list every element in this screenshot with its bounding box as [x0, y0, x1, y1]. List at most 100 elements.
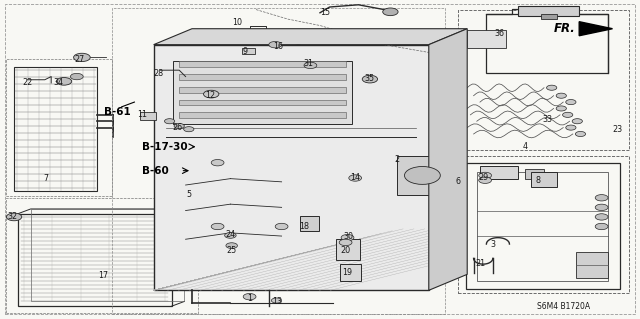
Text: 31: 31: [303, 59, 314, 68]
Circle shape: [174, 123, 184, 129]
Text: B-61: B-61: [104, 107, 131, 117]
Text: FR.: FR.: [554, 22, 576, 35]
Circle shape: [74, 53, 90, 62]
Circle shape: [211, 160, 224, 166]
Circle shape: [595, 204, 608, 211]
Circle shape: [572, 119, 582, 124]
Bar: [242, 48, 255, 54]
Bar: [140, 112, 156, 120]
Circle shape: [269, 41, 282, 48]
Circle shape: [304, 62, 317, 69]
Circle shape: [211, 223, 224, 230]
Text: 2: 2: [394, 155, 399, 164]
Circle shape: [56, 78, 72, 85]
Bar: [179, 100, 346, 105]
Circle shape: [339, 239, 352, 246]
Circle shape: [243, 293, 256, 300]
Bar: [466, 163, 620, 289]
Circle shape: [362, 75, 378, 83]
Text: 6: 6: [455, 177, 460, 186]
Circle shape: [383, 8, 398, 16]
Bar: [179, 87, 346, 93]
Bar: [467, 30, 506, 48]
Text: 26: 26: [173, 123, 183, 132]
Text: 3: 3: [490, 240, 495, 249]
Circle shape: [226, 243, 237, 249]
Text: 10: 10: [232, 18, 242, 27]
Bar: [576, 252, 608, 278]
Text: 33: 33: [542, 115, 552, 124]
Text: 24: 24: [225, 230, 236, 239]
Circle shape: [479, 177, 492, 183]
Text: 9: 9: [243, 47, 248, 56]
Circle shape: [556, 106, 566, 111]
Circle shape: [595, 195, 608, 201]
Text: 34: 34: [54, 78, 64, 87]
Polygon shape: [154, 29, 467, 45]
Circle shape: [204, 90, 219, 98]
Circle shape: [275, 223, 288, 230]
Circle shape: [6, 213, 22, 221]
Text: 7: 7: [44, 174, 49, 183]
Bar: [112, 8, 445, 314]
Bar: [340, 264, 361, 281]
Bar: [18, 214, 172, 306]
Bar: [518, 6, 579, 16]
Bar: [14, 67, 97, 191]
Circle shape: [566, 100, 576, 105]
Text: 16: 16: [273, 42, 284, 51]
Bar: [154, 45, 429, 290]
Text: 32: 32: [8, 212, 18, 221]
Text: B-60: B-60: [142, 166, 169, 176]
Text: 20: 20: [340, 246, 351, 255]
Text: 28: 28: [153, 69, 163, 78]
Bar: [531, 172, 557, 187]
Bar: [6, 198, 198, 313]
Bar: [336, 239, 360, 260]
Bar: [486, 14, 608, 73]
Circle shape: [271, 298, 282, 303]
Circle shape: [70, 73, 83, 80]
Bar: [31, 209, 184, 301]
Text: 29: 29: [478, 173, 488, 182]
Polygon shape: [429, 29, 467, 290]
Text: S6M4 B1720A: S6M4 B1720A: [536, 302, 590, 311]
Circle shape: [225, 233, 236, 238]
Bar: [397, 156, 448, 195]
Circle shape: [595, 223, 608, 230]
Circle shape: [184, 127, 194, 132]
Bar: [173, 61, 352, 124]
Text: 30: 30: [344, 232, 354, 241]
Text: 35: 35: [365, 74, 375, 83]
Circle shape: [575, 131, 586, 137]
Text: 18: 18: [300, 222, 310, 231]
Text: 4: 4: [522, 142, 527, 151]
Text: 25: 25: [227, 246, 237, 255]
Bar: [179, 112, 346, 118]
Bar: [480, 166, 518, 179]
Polygon shape: [579, 22, 612, 36]
Bar: [525, 169, 544, 179]
Circle shape: [349, 175, 362, 181]
Bar: [300, 216, 319, 231]
Circle shape: [595, 214, 608, 220]
Bar: [179, 61, 346, 67]
Text: 5: 5: [186, 190, 191, 199]
Text: B-17-30: B-17-30: [142, 142, 188, 152]
Text: 12: 12: [205, 91, 215, 100]
Bar: [448, 172, 464, 183]
Circle shape: [563, 112, 573, 117]
Text: 19: 19: [342, 268, 352, 277]
Text: 36: 36: [494, 29, 504, 38]
Text: 14: 14: [350, 173, 360, 182]
Circle shape: [547, 85, 557, 90]
Bar: [477, 172, 608, 281]
Circle shape: [341, 234, 354, 241]
Text: 22: 22: [22, 78, 33, 87]
Text: 11: 11: [137, 110, 147, 119]
Text: 8: 8: [535, 176, 540, 185]
Text: 21: 21: [475, 259, 485, 268]
Text: 1: 1: [247, 294, 252, 303]
Circle shape: [479, 172, 492, 179]
Text: 27: 27: [74, 55, 84, 63]
